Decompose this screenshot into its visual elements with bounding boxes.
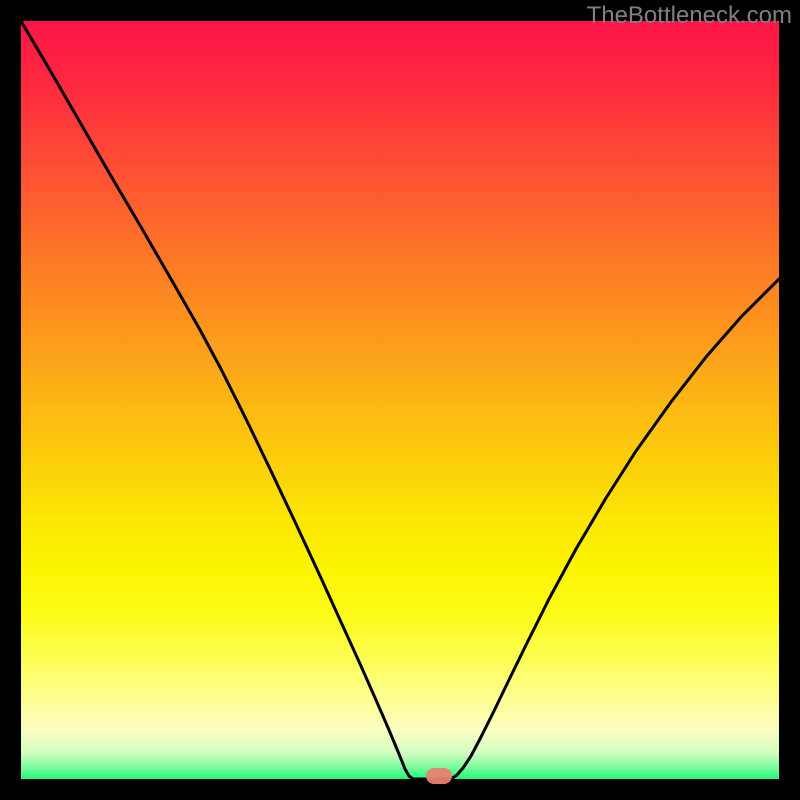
chart-background: [21, 21, 779, 779]
watermark-text: TheBottleneck.com: [587, 2, 792, 30]
bottleneck-chart: [21, 21, 779, 779]
optimum-marker: [426, 768, 452, 784]
chart-frame: TheBottleneck.com: [0, 0, 800, 800]
